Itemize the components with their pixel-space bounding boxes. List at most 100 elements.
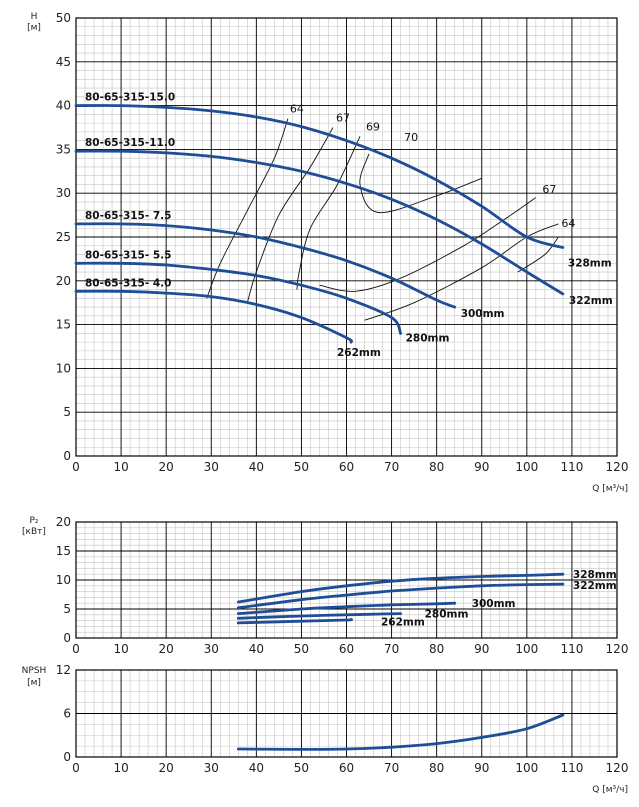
y-tick-label: 6 [63, 707, 71, 721]
power-chart: 0 5 10 15 20 0 10 20 30 40 50 60 70 80 90 100 110 120 P₂[к… [22, 515, 628, 656]
y-axis-unit: [кВт] [22, 527, 46, 537]
y-tick-label: 15 [56, 544, 71, 558]
y-tick-label: 10 [56, 361, 71, 375]
x-tick-label: 0 [72, 761, 80, 775]
x-tick-label: 100 [515, 761, 538, 775]
y-axis-title: P₂ [29, 516, 38, 526]
y-tick-label: 30 [56, 186, 71, 200]
series-size-label: 322mm [569, 295, 613, 307]
series-line-280mm [236, 612, 402, 620]
y-tick-label: 25 [56, 230, 71, 244]
efficiency-contour [246, 127, 334, 303]
x-axis-title: Q [м³/ч] [592, 785, 628, 795]
y-axis-title: NPSH [22, 666, 47, 676]
efficiency-contour [517, 236, 559, 273]
series-model-label: 80-65-315-11.0 [85, 137, 175, 149]
x-tick-label: 10 [113, 460, 128, 474]
grid [75, 521, 618, 639]
y-tick-label: 20 [56, 274, 71, 288]
x-tick-label: 110 [560, 642, 583, 656]
y-tick-label: 0 [63, 449, 71, 463]
series-size-label: 262mm [337, 347, 381, 359]
plot-frame [75, 17, 618, 457]
series-model-label: 80-65-315- 4.0 [85, 277, 171, 289]
x-tick-label: 30 [204, 761, 219, 775]
x-tick-label: 0 [72, 642, 80, 656]
efficiency-label: 70 [404, 131, 418, 144]
x-tick-label: 100 [515, 642, 538, 656]
x-tick-label: 30 [204, 642, 219, 656]
x-tick-label: 120 [606, 460, 629, 474]
series-size-label: 280mm [406, 332, 450, 344]
efficiency-label: 67 [542, 183, 556, 196]
y-tick-label: 45 [56, 55, 71, 69]
y-tick-label: 5 [63, 405, 71, 419]
series-line-262mm [236, 618, 353, 625]
efficiency-label: 67 [336, 112, 350, 125]
series-line-300mm [74, 222, 457, 309]
x-tick-label: 50 [294, 761, 309, 775]
series-size-label: 322mm [573, 580, 617, 592]
efficiency-contour [364, 223, 559, 321]
series-size-label: 328mm [573, 569, 617, 581]
x-tick-label: 10 [113, 642, 128, 656]
series-line-322mm [236, 582, 565, 610]
series-size-label: 328mm [568, 258, 612, 270]
x-tick-label: 90 [474, 642, 489, 656]
y-tick-label: 10 [56, 573, 71, 587]
x-tick-label: 110 [560, 761, 583, 775]
x-tick-label: 110 [560, 460, 583, 474]
x-tick-label: 60 [339, 642, 354, 656]
series-model-label: 80-65-315- 5.5 [85, 249, 171, 261]
x-tick-label: 70 [384, 460, 399, 474]
x-tick-label: 60 [339, 761, 354, 775]
series-size-label: 300mm [472, 598, 516, 610]
x-axis-title: Q [м³/ч] [592, 484, 628, 494]
y-tick-label: 40 [56, 99, 71, 113]
plot-frame [75, 521, 618, 639]
y-tick-label: 0 [63, 750, 71, 764]
x-tick-label: 100 [515, 460, 538, 474]
y-tick-label: 12 [56, 663, 71, 677]
series-model-label: 80-65-315- 7.5 [85, 210, 171, 222]
y-tick-label: 20 [56, 515, 71, 529]
y-tick-label: 50 [56, 11, 71, 25]
efficiency-label: 64 [561, 217, 575, 230]
grid [75, 669, 618, 758]
y-tick-label: 35 [56, 142, 71, 156]
y-axis-title: H [31, 12, 38, 22]
series-line-328mm [74, 104, 565, 249]
x-tick-label: 0 [72, 460, 80, 474]
x-tick-label: 70 [384, 761, 399, 775]
efficiency-label: 69 [366, 120, 380, 133]
y-axis-unit: [м] [27, 678, 41, 688]
series-model-label: 80-65-315-15.0 [85, 92, 175, 104]
x-tick-label: 120 [606, 761, 629, 775]
x-tick-label: 40 [249, 761, 264, 775]
head-chart: 0 5 10 15 20 25 30 35 40 45 50 0 10 20 30 40 50 60 70 80 90 1… [27, 11, 628, 494]
plot-frame [75, 669, 618, 758]
series-size-label: 262mm [381, 616, 425, 628]
y-tick-label: 0 [63, 631, 71, 645]
x-tick-label: 80 [429, 460, 444, 474]
x-tick-label: 90 [474, 761, 489, 775]
x-tick-label: 70 [384, 642, 399, 656]
grid [75, 17, 618, 457]
x-tick-label: 60 [339, 460, 354, 474]
series-size-label: 280mm [425, 609, 469, 621]
efficiency-contour [206, 118, 289, 299]
x-tick-label: 80 [429, 642, 444, 656]
x-tick-label: 30 [204, 460, 219, 474]
series-line-300mm [236, 601, 457, 615]
x-tick-label: 10 [113, 761, 128, 775]
efficiency-contour [296, 136, 361, 290]
x-tick-label: 40 [249, 460, 264, 474]
x-tick-label: 40 [249, 642, 264, 656]
series-size-label: 300mm [461, 308, 505, 320]
x-tick-label: 90 [474, 460, 489, 474]
x-tick-label: 20 [159, 642, 174, 656]
y-axis-unit: [м] [27, 23, 41, 33]
series-line-NPSH [236, 713, 565, 751]
